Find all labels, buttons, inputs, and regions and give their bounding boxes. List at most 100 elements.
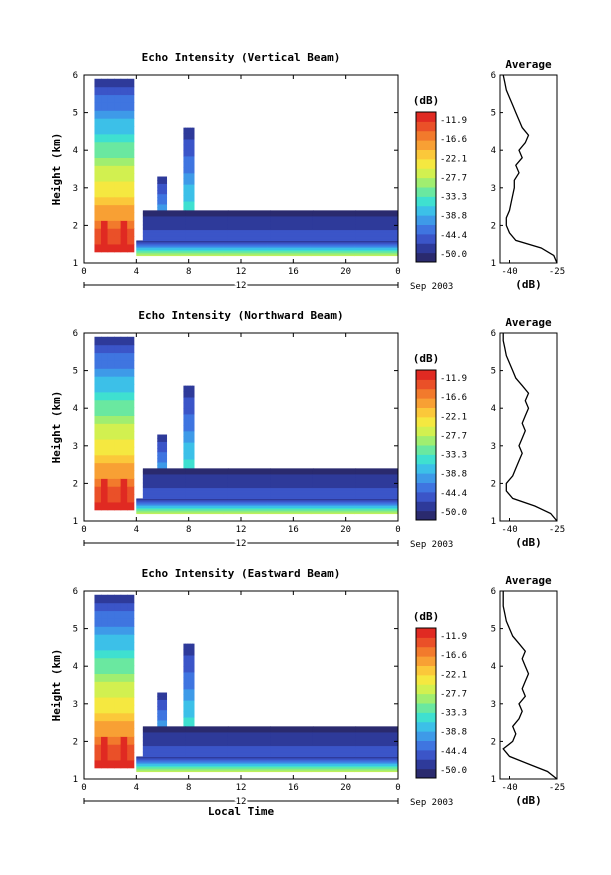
- heatmap-cell: [127, 376, 135, 385]
- heatmap-cell: [355, 730, 398, 733]
- heatmap-cell: [227, 748, 272, 751]
- heatmap-cell: [312, 219, 357, 222]
- heatmap-cell: [114, 383, 122, 393]
- colorbar-frame: [415, 627, 437, 779]
- heatmap-cell: [270, 483, 314, 486]
- heatmap-cell: [190, 127, 193, 134]
- heatmap-cell: [120, 696, 128, 706]
- heatmap-cell: [107, 125, 115, 135]
- heatmap-cell: [188, 138, 192, 146]
- heatmap-cell: [160, 719, 163, 724]
- heatmap-cell: [270, 494, 314, 497]
- heatmap-cell: [312, 727, 357, 730]
- heatmap-cell: [120, 478, 128, 487]
- heatmap-cell: [136, 504, 181, 506]
- heatmap-cell: [101, 626, 109, 635]
- y-tick-label: 2: [73, 737, 78, 747]
- heatmap-cell: [114, 486, 122, 495]
- heatmap-cell: [142, 483, 186, 486]
- heatmap-cell: [94, 478, 102, 487]
- heatmap-cell: [107, 133, 115, 143]
- y-tick-label: 3: [73, 184, 78, 194]
- heatmap-cell: [127, 610, 135, 619]
- heatmap-cell: [190, 138, 193, 146]
- heatmap-cell: [157, 193, 160, 198]
- average-frame: [499, 332, 558, 522]
- heatmap-cell: [267, 512, 312, 514]
- heatmap-cell: [127, 228, 135, 237]
- heatmap-cell: [94, 454, 102, 464]
- heatmap-cell: [127, 125, 135, 135]
- heatmap-cell: [114, 493, 122, 503]
- colorbar-unit: (dB): [413, 610, 440, 623]
- heatmap-cell: [101, 173, 109, 182]
- heatmap-cell: [114, 641, 122, 651]
- heatmap-cell: [185, 492, 229, 495]
- heatmap-cell: [179, 250, 225, 252]
- heatmap-cell: [120, 438, 128, 448]
- heatmap-cell: [164, 713, 168, 718]
- heatmap-cell: [188, 464, 192, 471]
- heatmap-cell: [114, 626, 122, 635]
- heatmap-cell: [161, 448, 164, 453]
- y-axis-label: Height (km): [50, 649, 63, 722]
- heatmap-cell: [185, 155, 188, 163]
- heatmap-cell: [192, 133, 195, 140]
- heatmap-cell: [160, 179, 163, 184]
- heatmap-cell: [185, 654, 188, 662]
- heatmap-cell: [223, 505, 268, 508]
- heatmap-cell: [223, 761, 268, 763]
- heatmap-cell: [186, 391, 190, 398]
- date-label: 12: [236, 539, 247, 549]
- colorbar-swatch: [416, 759, 436, 770]
- y-tick-label: 1: [73, 775, 78, 785]
- heatmap-cell: [179, 506, 225, 508]
- heatmap-cell: [101, 94, 109, 103]
- heatmap-cell: [101, 212, 109, 221]
- heatmap-cell: [355, 215, 398, 218]
- heatmap-cell: [127, 470, 135, 479]
- heatmap-cell: [179, 241, 225, 243]
- heatmap-cell: [270, 491, 314, 494]
- heatmap-cell: [190, 649, 193, 656]
- heatmap-cell: [142, 741, 186, 744]
- heatmap-cell: [107, 665, 115, 674]
- heatmap-cell: [127, 486, 135, 495]
- heatmap-cell: [192, 705, 195, 712]
- heatmap-cell: [190, 391, 193, 398]
- heatmap-cell: [188, 408, 192, 415]
- heatmap-cell: [312, 748, 357, 751]
- heatmap-cell: [142, 473, 186, 476]
- heatmap-cell: [310, 501, 355, 504]
- heatmap-cell: [120, 399, 128, 409]
- heatmap-cell: [185, 475, 229, 478]
- heatmap-cell: [127, 423, 135, 432]
- heatmap-cell: [158, 444, 161, 449]
- heatmap-cell: [183, 694, 186, 701]
- heatmap-cell: [142, 745, 186, 748]
- heatmap-cell: [179, 246, 225, 248]
- heatmap-cell: [310, 505, 355, 507]
- heatmap-cell: [136, 245, 181, 247]
- heatmap-cell: [185, 741, 229, 744]
- heatmap-cell: [185, 729, 229, 732]
- colorbar-tick-label: -22.1: [440, 412, 467, 422]
- heatmap-cell: [142, 232, 186, 235]
- heatmap-cell: [312, 729, 357, 732]
- heatmap-cell: [188, 189, 192, 196]
- heatmap-cell: [94, 360, 102, 369]
- heatmap-cell: [185, 735, 229, 738]
- heatmap-cell: [107, 204, 115, 214]
- colorbar-frame: [415, 111, 437, 263]
- heatmap-cell: [94, 368, 102, 377]
- colorbar: (dB)-11.9-16.6-22.1-27.7-33.3-38.8-44.4-…: [413, 94, 467, 263]
- heatmap-cell: [192, 458, 195, 466]
- heatmap-cell: [186, 436, 190, 443]
- colorbar-swatch: [416, 721, 436, 732]
- heatmap-cell: [157, 702, 160, 707]
- heatmap-cell: [227, 729, 272, 732]
- heatmap-cell: [354, 509, 398, 511]
- heatmap-cell: [107, 493, 115, 503]
- heatmap-cell: [94, 110, 102, 119]
- heatmap-cell: [270, 755, 314, 758]
